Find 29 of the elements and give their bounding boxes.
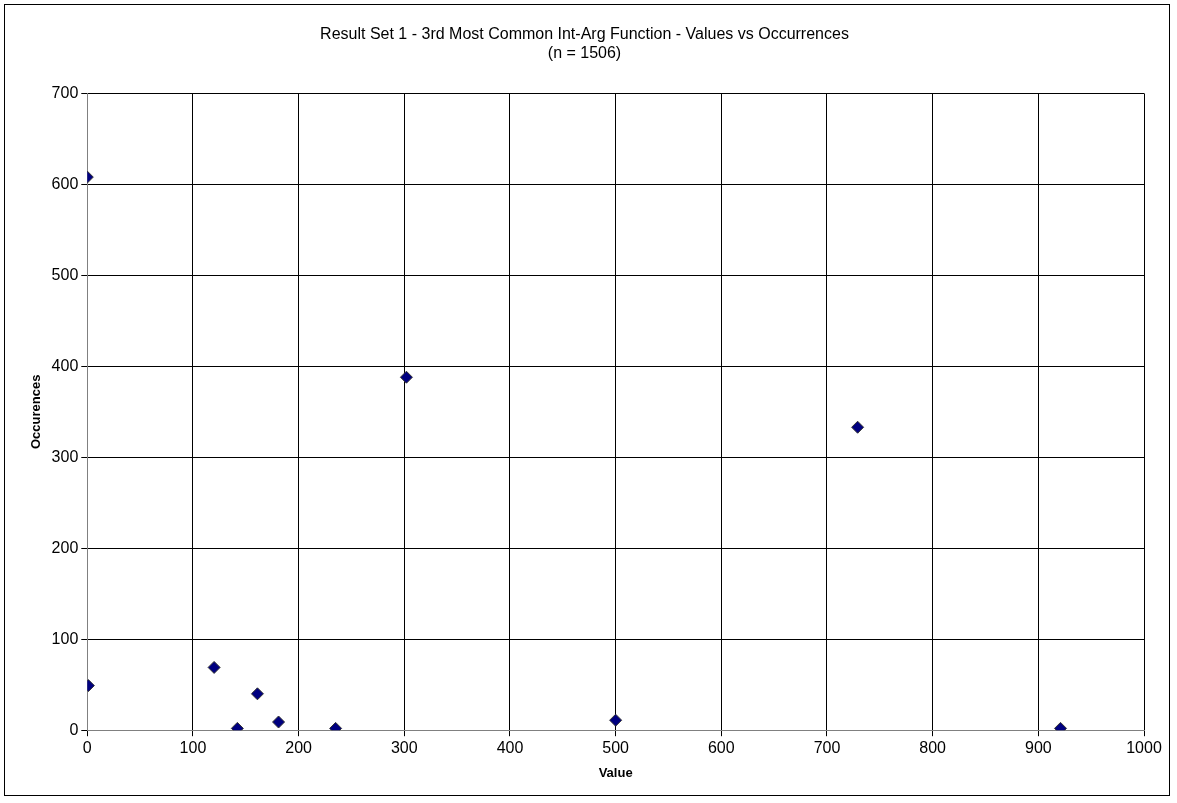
point <box>609 713 623 727</box>
x-tick-label: 900 <box>1024 739 1052 757</box>
y-tick-label: 100 <box>51 629 79 647</box>
point <box>272 715 286 729</box>
x-tick-label: 100 <box>179 739 207 757</box>
x-tick-label: 700 <box>813 739 841 757</box>
point <box>250 687 264 701</box>
x-tick-label: 1000 <box>1126 739 1162 757</box>
x-tick-label: 500 <box>602 739 630 757</box>
y-tick-label: 300 <box>51 447 79 465</box>
x-tick-label: 400 <box>496 739 524 757</box>
x-tick-label: 0 <box>82 739 92 757</box>
y-tick-label: 600 <box>51 174 79 192</box>
chart-title: Result Set 1 - 3rd Most Common Int-Arg Function - Values vs Occurrences <box>320 25 849 43</box>
point <box>851 420 865 434</box>
y-axis-title: Occurences <box>28 374 44 450</box>
y-tick-label: 400 <box>51 356 79 374</box>
point <box>399 370 413 384</box>
y-tick-label: 200 <box>51 538 79 556</box>
x-tick-label: 600 <box>707 739 735 757</box>
point <box>207 660 221 674</box>
x-axis-title: Value <box>598 764 633 780</box>
x-tick-label: 800 <box>919 739 947 757</box>
y-tick-label: 0 <box>69 720 79 738</box>
x-tick-label: 300 <box>390 739 418 757</box>
y-tick-label: 500 <box>51 265 79 283</box>
x-tick-label: 200 <box>285 739 313 757</box>
chart-subtitle: (n = 1506) <box>547 44 622 62</box>
y-tick-label: 700 <box>51 83 79 101</box>
